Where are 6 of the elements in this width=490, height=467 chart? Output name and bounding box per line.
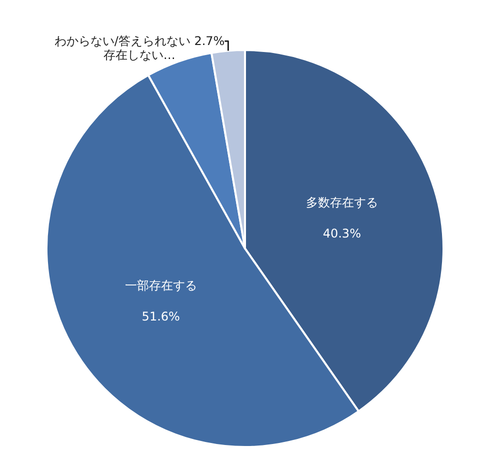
slice-label: わからない/答えられない 2.7% xyxy=(54,34,225,48)
slice-label: 存在しない… xyxy=(103,48,176,62)
slice-label: 一部存在する xyxy=(124,278,197,293)
data-label: 51.6% xyxy=(142,310,180,324)
slice-label: 多数存在する xyxy=(306,195,378,210)
data-label: 40.3% xyxy=(322,226,361,241)
